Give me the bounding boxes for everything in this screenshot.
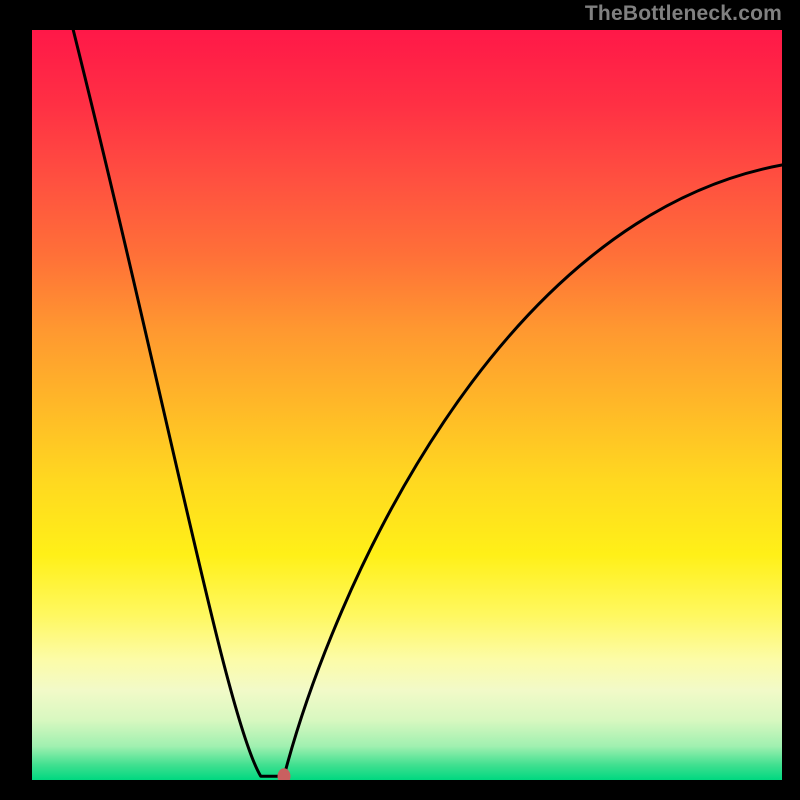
chart-plot-area <box>32 30 782 780</box>
watermark-text: TheBottleneck.com <box>585 2 782 26</box>
chart-svg <box>32 30 782 780</box>
chart-frame: TheBottleneck.com <box>0 0 800 800</box>
gradient-background-rect <box>32 30 782 780</box>
